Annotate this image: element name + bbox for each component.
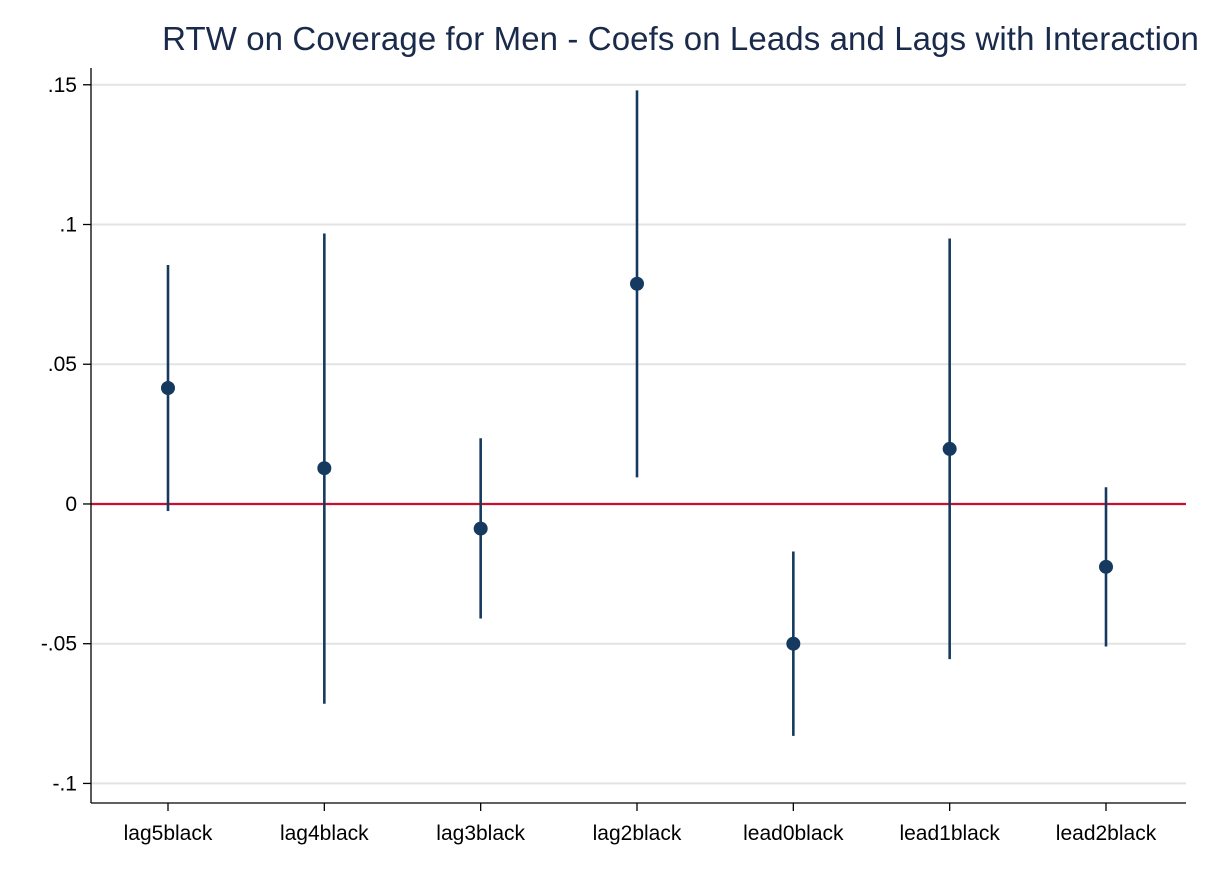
axes [83, 68, 1186, 811]
point-estimate-marker [161, 380, 175, 395]
point-estimate-marker [786, 636, 801, 651]
y-tick-label: -.1 [52, 772, 77, 795]
x-tick-label: lag4black [280, 822, 369, 845]
x-tick-label: lag5black [124, 822, 213, 845]
confidence-intervals [166, 90, 1108, 736]
point-estimate-marker [942, 441, 957, 456]
point-estimate-marker [473, 521, 488, 536]
y-tick-label: -.05 [41, 633, 77, 656]
x-tick-label: lead1black [899, 822, 1000, 845]
x-tick-label: lag3black [436, 822, 525, 845]
y-tick-label: .1 [59, 214, 77, 237]
x-tick-label: lead2black [1056, 822, 1157, 845]
point-estimates [161, 276, 1113, 651]
y-tick-label: .15 [48, 74, 77, 97]
point-estimate-marker [630, 276, 644, 291]
point-estimate-marker [1099, 559, 1113, 574]
y-tick-label: .05 [48, 353, 77, 376]
gridlines [91, 83, 1186, 785]
tick-labels: .15 .1 .05 0 -.05 -.1 lag5black lag4black lag3bl… [41, 74, 1157, 845]
chart-title: RTW on Coverage for Men - Coefs on Leads… [162, 20, 1199, 57]
point-estimate-marker [317, 461, 332, 476]
x-tick-label: lag2black [593, 822, 682, 845]
x-tick-label: lead0black [743, 822, 844, 845]
y-tick-label: 0 [65, 493, 77, 516]
